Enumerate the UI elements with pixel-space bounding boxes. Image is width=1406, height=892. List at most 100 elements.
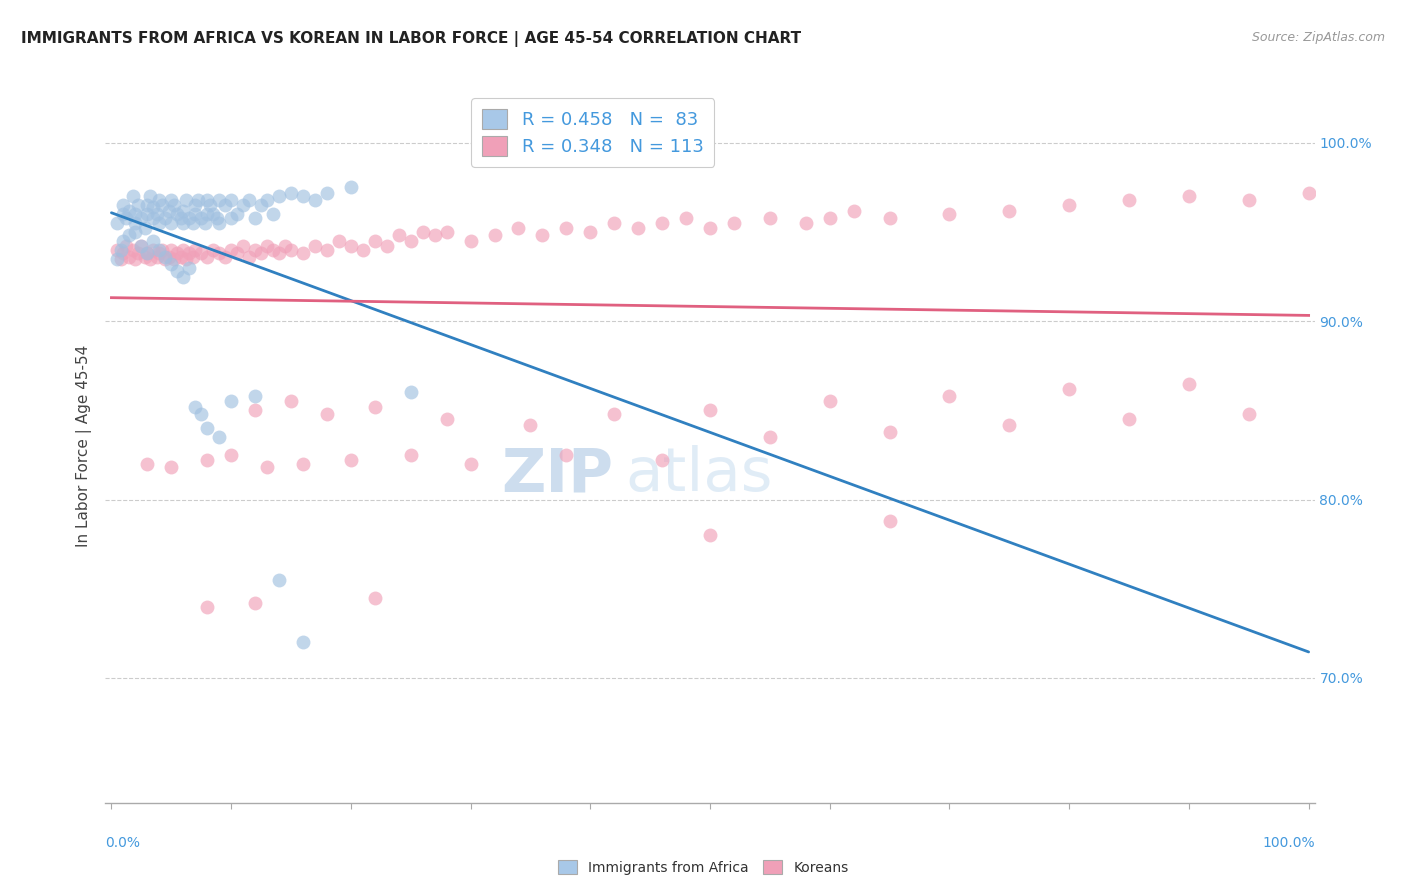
Point	[256, 193, 278, 207]
Point	[160, 216, 183, 230]
Point	[170, 211, 193, 225]
Point	[238, 193, 260, 207]
Point	[142, 211, 165, 225]
Point	[1237, 407, 1260, 421]
Point	[412, 225, 434, 239]
Point	[699, 221, 721, 235]
Point	[1118, 193, 1140, 207]
Point	[142, 234, 165, 248]
Point	[146, 250, 169, 264]
Point	[114, 239, 136, 253]
Point	[136, 246, 159, 260]
Point	[423, 228, 446, 243]
Point	[340, 453, 363, 467]
Point	[160, 193, 183, 207]
Point	[163, 198, 186, 212]
Point	[399, 385, 422, 400]
Point	[651, 216, 673, 230]
Point	[219, 243, 242, 257]
Point	[208, 430, 231, 444]
Point	[181, 250, 204, 264]
Point	[316, 186, 339, 200]
Point	[112, 234, 135, 248]
Point	[134, 250, 156, 264]
Point	[181, 216, 204, 230]
Point	[375, 239, 398, 253]
Point	[256, 239, 278, 253]
Point	[170, 250, 193, 264]
Point	[155, 252, 177, 266]
Point	[205, 211, 228, 225]
Point	[136, 207, 159, 221]
Point	[262, 243, 284, 257]
Point	[675, 211, 697, 225]
Point	[291, 246, 314, 260]
Point	[364, 400, 387, 414]
Point	[114, 211, 136, 225]
Point	[160, 257, 183, 271]
Point	[340, 239, 363, 253]
Point	[243, 403, 266, 417]
Text: IMMIGRANTS FROM AFRICA VS KOREAN IN LABOR FORCE | AGE 45-54 CORRELATION CHART: IMMIGRANTS FROM AFRICA VS KOREAN IN LABO…	[21, 31, 801, 47]
Point	[134, 221, 156, 235]
Point	[139, 252, 162, 266]
Point	[484, 228, 506, 243]
Text: ZIP: ZIP	[502, 445, 613, 504]
Point	[219, 448, 242, 462]
Point	[280, 243, 302, 257]
Point	[195, 207, 218, 221]
Point	[250, 246, 273, 260]
Point	[262, 207, 284, 221]
Point	[190, 211, 212, 225]
Point	[723, 216, 745, 230]
Point	[166, 207, 188, 221]
Point	[603, 407, 626, 421]
Point	[160, 460, 183, 475]
Point	[291, 189, 314, 203]
Point	[179, 211, 201, 225]
Point	[131, 239, 153, 253]
Point	[124, 225, 146, 239]
Legend: Immigrants from Africa, Koreans: Immigrants from Africa, Koreans	[553, 855, 853, 880]
Point	[274, 239, 297, 253]
Point	[699, 403, 721, 417]
Point	[879, 514, 901, 528]
Point	[998, 203, 1021, 218]
Y-axis label: In Labor Force | Age 45-54: In Labor Force | Age 45-54	[76, 345, 91, 547]
Point	[160, 243, 183, 257]
Point	[243, 596, 266, 610]
Point	[1298, 186, 1320, 200]
Point	[136, 198, 159, 212]
Point	[112, 198, 135, 212]
Point	[304, 193, 326, 207]
Point	[759, 211, 782, 225]
Point	[107, 216, 129, 230]
Point	[174, 193, 197, 207]
Point	[1118, 412, 1140, 426]
Point	[1237, 193, 1260, 207]
Point	[364, 591, 387, 605]
Point	[399, 234, 422, 248]
Point	[148, 216, 170, 230]
Point	[603, 216, 626, 230]
Point	[208, 193, 231, 207]
Point	[316, 407, 339, 421]
Point	[172, 269, 194, 284]
Point	[364, 234, 387, 248]
Point	[555, 448, 578, 462]
Point	[131, 239, 153, 253]
Point	[460, 457, 482, 471]
Point	[436, 412, 458, 426]
Point	[166, 246, 188, 260]
Point	[195, 250, 218, 264]
Point	[267, 189, 290, 203]
Point	[508, 221, 530, 235]
Point	[1178, 376, 1201, 391]
Point	[460, 234, 482, 248]
Point	[280, 394, 302, 409]
Point	[195, 599, 218, 614]
Point	[172, 203, 194, 218]
Point	[110, 252, 132, 266]
Point	[316, 243, 339, 257]
Point	[651, 453, 673, 467]
